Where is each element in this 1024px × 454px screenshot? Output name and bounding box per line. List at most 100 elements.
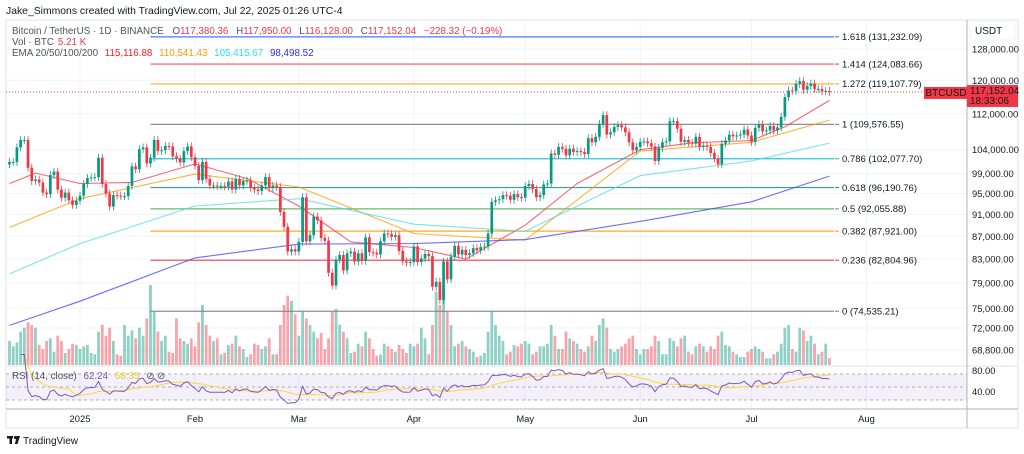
candle[interactable] — [727, 130, 731, 145]
candle[interactable] — [60, 185, 63, 202]
candle[interactable] — [267, 173, 271, 192]
candle[interactable] — [772, 122, 776, 135]
candle[interactable] — [709, 143, 713, 157]
candle[interactable] — [497, 195, 501, 205]
tradingview-logo[interactable]: TradingView — [7, 435, 79, 447]
candle[interactable] — [278, 183, 282, 216]
candle[interactable] — [197, 161, 201, 184]
candle[interactable] — [445, 257, 449, 284]
candle[interactable] — [234, 175, 238, 194]
candle[interactable] — [583, 148, 586, 158]
candle[interactable] — [41, 178, 45, 197]
candle[interactable] — [160, 146, 163, 156]
candle[interactable] — [356, 249, 360, 266]
candle[interactable] — [167, 142, 171, 151]
candle[interactable] — [453, 241, 457, 261]
candle[interactable] — [438, 277, 442, 304]
candle[interactable] — [642, 137, 646, 146]
candle[interactable] — [687, 136, 690, 147]
candle[interactable] — [175, 152, 178, 163]
candle[interactable] — [78, 191, 82, 205]
candle[interactable] — [52, 167, 56, 179]
candle[interactable] — [779, 112, 783, 132]
candle[interactable] — [809, 79, 813, 90]
candle[interactable] — [512, 190, 516, 204]
candle[interactable] — [449, 252, 453, 284]
candle[interactable] — [334, 255, 338, 290]
candle[interactable] — [568, 144, 572, 160]
candle[interactable] — [212, 181, 215, 190]
fibonacci-retracement[interactable]: 1.618 (131,232.09) 1.414 (124,083.66) 1.27… — [150, 32, 922, 318]
candle[interactable] — [468, 249, 471, 259]
candle[interactable] — [208, 175, 212, 190]
candle[interactable] — [490, 197, 494, 238]
candle[interactable] — [698, 132, 701, 151]
candle[interactable] — [542, 180, 546, 200]
candle[interactable] — [586, 134, 590, 158]
candle[interactable] — [516, 190, 520, 202]
candle[interactable] — [486, 229, 490, 251]
time-axis[interactable]: 2025 Feb Mar Apr May Jun Jul Aug — [70, 413, 875, 424]
candle[interactable] — [828, 87, 831, 96]
candle[interactable] — [290, 245, 293, 256]
candle[interactable] — [119, 191, 123, 201]
candle[interactable] — [794, 80, 798, 95]
candle[interactable] — [368, 233, 371, 257]
candle[interactable] — [301, 193, 304, 246]
rsi-pane[interactable]: RSI (14, close) 62.24 68.35 ⊘ ⊘ 80.00 40… — [6, 354, 1018, 405]
candle[interactable] — [386, 229, 390, 238]
ema-legend[interactable]: EMA 20/50/100/200 115,116.88 110,541.43 … — [12, 48, 314, 59]
candle[interactable] — [138, 145, 141, 174]
candle[interactable] — [464, 245, 468, 259]
candle[interactable] — [505, 191, 508, 200]
candle[interactable] — [26, 136, 30, 172]
candle[interactable] — [227, 177, 230, 191]
candle[interactable] — [22, 136, 26, 144]
candle[interactable] — [579, 147, 583, 156]
candle[interactable] — [34, 175, 37, 185]
candle[interactable] — [750, 131, 753, 146]
candle[interactable] — [724, 136, 727, 148]
candle[interactable] — [419, 254, 423, 266]
candle[interactable] — [86, 174, 89, 188]
candle[interactable] — [323, 234, 327, 245]
candle[interactable] — [739, 130, 742, 140]
candle[interactable] — [89, 173, 93, 182]
candle[interactable] — [442, 257, 445, 304]
candle[interactable] — [342, 251, 345, 275]
candle[interactable] — [112, 191, 115, 211]
candle[interactable] — [327, 236, 330, 277]
candle[interactable] — [397, 231, 401, 255]
candle[interactable] — [156, 136, 160, 156]
candle[interactable] — [434, 277, 438, 291]
candle[interactable] — [97, 153, 100, 181]
candle[interactable] — [63, 188, 67, 202]
candle[interactable] — [757, 120, 761, 132]
candle[interactable] — [286, 223, 290, 256]
candle[interactable] — [616, 121, 620, 131]
candle[interactable] — [679, 124, 683, 146]
candle[interactable] — [731, 130, 735, 141]
candle[interactable] — [705, 141, 709, 151]
candle[interactable] — [605, 111, 609, 139]
candle[interactable] — [379, 237, 382, 259]
candle[interactable] — [612, 123, 616, 137]
candle[interactable] — [338, 251, 342, 264]
candle[interactable] — [564, 144, 568, 160]
candle[interactable] — [349, 247, 353, 258]
candle[interactable] — [186, 142, 189, 156]
candle[interactable] — [67, 188, 71, 205]
candle[interactable] — [382, 229, 386, 246]
candle[interactable] — [304, 193, 308, 246]
candle[interactable] — [19, 136, 22, 152]
candle[interactable] — [71, 196, 74, 209]
candle[interactable] — [37, 175, 41, 187]
candle[interactable] — [534, 185, 538, 202]
candle[interactable] — [657, 143, 661, 165]
candle[interactable] — [245, 176, 249, 185]
candle[interactable] — [104, 180, 108, 198]
candle[interactable] — [557, 143, 560, 159]
candle[interactable] — [353, 247, 356, 266]
candle[interactable] — [219, 182, 223, 190]
